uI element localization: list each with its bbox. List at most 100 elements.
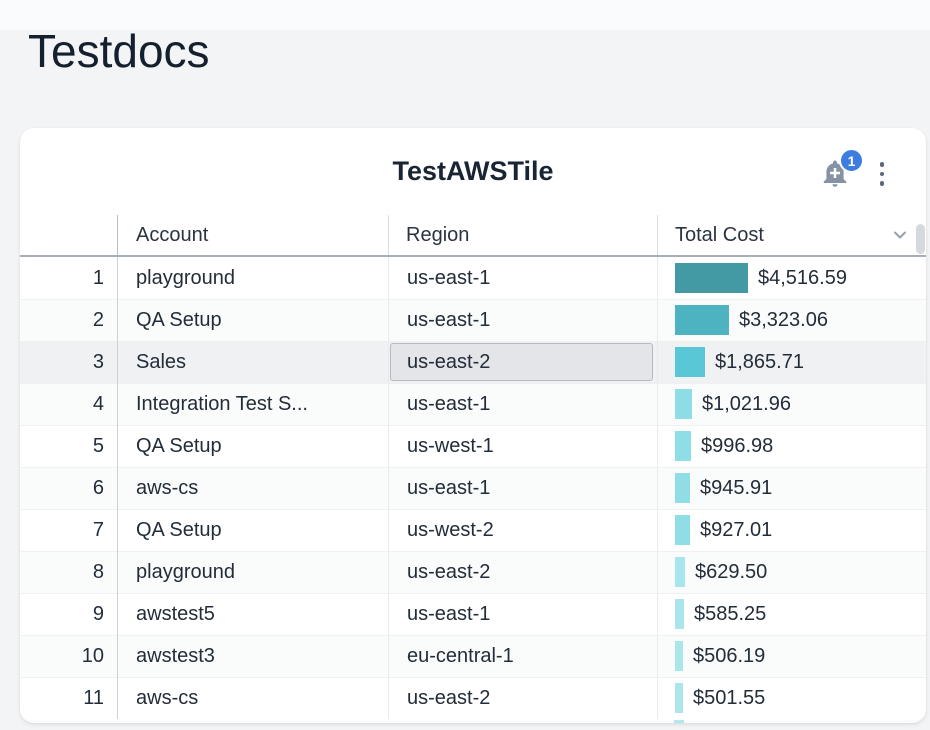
account-column-header[interactable]: Account (117, 215, 388, 255)
cost-bar (675, 683, 683, 713)
account-cell[interactable]: playground (117, 257, 388, 299)
cost-bar (675, 305, 729, 335)
kebab-dot-icon (879, 162, 885, 167)
table-row[interactable]: 6 aws-cs us-east-1 $945.91 (20, 467, 926, 509)
region-cell[interactable]: us-east-1 (388, 593, 657, 635)
cost-bar (675, 473, 690, 503)
region-cell[interactable]: us-west-2 (388, 509, 657, 551)
total-cost-cell[interactable]: $3,323.06 (657, 299, 926, 341)
cost-bar (675, 599, 684, 629)
account-cell[interactable]: aws-cs (117, 467, 388, 509)
cost-value: $585.25 (694, 602, 767, 625)
cost-value: $996.98 (701, 434, 774, 457)
index-column-header (20, 215, 117, 255)
account-cell[interactable]: awstest5 (117, 593, 388, 635)
total-cost-cell[interactable]: $506.19 (657, 635, 926, 677)
tile-card: TestAWSTile 1 Account Region Total Cost (20, 128, 926, 723)
region-cell[interactable]: us-east-1 (388, 467, 657, 509)
account-cell[interactable]: playground (117, 551, 388, 593)
row-index: 4 (92, 392, 104, 415)
aws-cost-table: Account Region Total Cost 1 playground u… (20, 215, 926, 723)
total-cost-column-header[interactable]: Total Cost (657, 215, 926, 255)
row-index: 9 (92, 602, 104, 625)
region-cell[interactable]: us-east-1 (388, 299, 657, 341)
tile-header-actions: 1 (820, 148, 892, 192)
region-value: us-west-1 (407, 434, 494, 457)
region-value: us-east-1 (407, 392, 491, 415)
top-strip (0, 0, 930, 30)
region-value: us-east-2 (407, 560, 491, 583)
page-title: Testdocs (28, 25, 210, 77)
region-cell[interactable]: eu-central-1 (388, 635, 657, 677)
kebab-menu-button[interactable] (872, 156, 892, 192)
cost-value: $4,516.59 (758, 266, 847, 289)
cost-value: $3,323.06 (739, 308, 828, 331)
total-cost-cell[interactable]: $629.50 (657, 551, 926, 593)
total-cost-cell[interactable]: $585.25 (657, 593, 926, 635)
region-cell[interactable]: us-east-2 (388, 551, 657, 593)
cost-bar (675, 641, 683, 671)
region-cell[interactable]: us-east-2 (388, 677, 657, 719)
account-cell[interactable]: Sales (117, 341, 388, 383)
account-cell[interactable]: Integration Test S... (117, 383, 388, 425)
cost-value: $1,865.71 (715, 350, 804, 373)
row-index: 11 (83, 686, 104, 709)
table-row[interactable]: 4 Integration Test S... us-east-1 $1,021… (20, 383, 926, 425)
cost-bar (675, 557, 685, 587)
cost-value: $1,021.96 (702, 392, 791, 415)
row-index: 2 (92, 308, 104, 331)
row-index: 1 (92, 266, 104, 289)
region-cell[interactable]: us-east-1 (388, 257, 657, 299)
region-value: eu-central-1 (407, 644, 514, 667)
alerts-button[interactable]: 1 (820, 148, 864, 190)
region-value: us-east-1 (407, 602, 491, 625)
cost-value: $629.50 (695, 560, 768, 583)
table-row[interactable]: 2 QA Setup us-east-1 $3,323.06 (20, 299, 926, 341)
vertical-scrollbar-thumb[interactable] (916, 224, 925, 254)
notification-badge: 1 (839, 148, 864, 173)
row-index: 5 (92, 434, 104, 457)
table-row[interactable]: 7 QA Setup us-west-2 $927.01 (20, 509, 926, 551)
total-cost-cell[interactable]: $4,516.59 (657, 257, 926, 299)
total-cost-cell[interactable]: $501.55 (657, 677, 926, 719)
row-index: 10 (81, 644, 104, 667)
account-cell[interactable]: QA Setup (117, 425, 388, 467)
account-cell[interactable]: awstest3 (117, 635, 388, 677)
total-cost-column-label: Total Cost (675, 223, 764, 246)
row-index: 7 (92, 518, 104, 541)
region-column-header[interactable]: Region (388, 215, 657, 255)
table-row[interactable]: 5 QA Setup us-west-1 $996.98 (20, 425, 926, 467)
row-index: 6 (92, 476, 104, 499)
table-row[interactable]: 9 awstest5 us-east-1 $585.25 (20, 593, 926, 635)
total-cost-cell[interactable]: $1,021.96 (657, 383, 926, 425)
cost-bar (675, 347, 705, 377)
table-body: 1 playground us-east-1 $4,516.59 2 QA Se… (20, 257, 926, 719)
total-cost-cell[interactable]: $945.91 (657, 467, 926, 509)
cost-value: $945.91 (700, 476, 773, 499)
account-cell[interactable]: aws-cs (117, 677, 388, 719)
table-row[interactable]: 3 Sales us-east-2 $1,865.71 (20, 341, 926, 383)
table-row[interactable]: 1 playground us-east-1 $4,516.59 (20, 257, 926, 299)
table-row[interactable]: 8 playground us-east-2 $629.50 (20, 551, 926, 593)
total-cost-cell[interactable]: $1,865.71 (657, 341, 926, 383)
table-row[interactable]: 11 aws-cs us-east-2 $501.55 (20, 677, 926, 719)
account-cell[interactable]: QA Setup (117, 299, 388, 341)
total-cost-cell[interactable]: $927.01 (657, 509, 926, 551)
cost-bar (675, 389, 692, 419)
region-cell[interactable]: us-east-2 (388, 341, 657, 383)
region-value: us-west-2 (407, 518, 494, 541)
account-cell[interactable]: QA Setup (117, 509, 388, 551)
cost-bar (675, 431, 691, 461)
total-cost-cell[interactable]: $996.98 (657, 425, 926, 467)
kebab-dot-icon (879, 181, 885, 186)
cost-bar (675, 263, 748, 293)
cost-value: $501.55 (693, 686, 766, 709)
cost-bar (675, 515, 690, 545)
chevron-down-icon[interactable] (890, 225, 910, 245)
cost-value: $927.01 (700, 518, 773, 541)
region-cell[interactable]: us-west-1 (388, 425, 657, 467)
region-cell[interactable]: us-east-1 (388, 383, 657, 425)
partial-cost-bar (674, 720, 684, 723)
table-row[interactable]: 10 awstest3 eu-central-1 $506.19 (20, 635, 926, 677)
region-value: us-east-2 (407, 686, 491, 709)
